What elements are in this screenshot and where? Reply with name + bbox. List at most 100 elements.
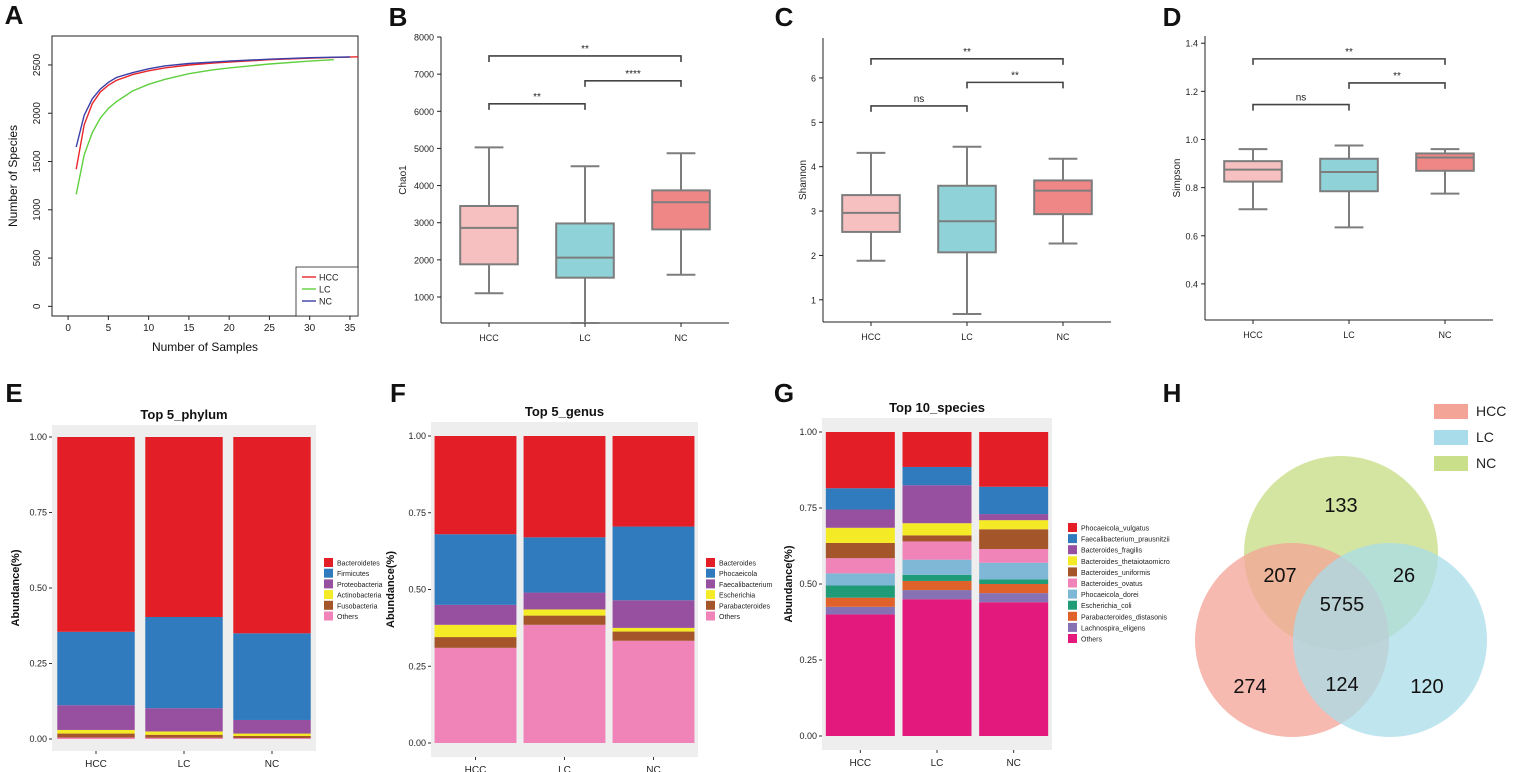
y-tick-label: 5 — [811, 118, 816, 128]
legend-label: Firmicutes — [337, 571, 370, 578]
bar-segment-others — [57, 737, 135, 739]
y-tick-label: 1.0 — [1185, 135, 1198, 145]
bar-segment-firmicutes — [145, 616, 223, 709]
y-tick-label: 0.75 — [29, 508, 47, 518]
legend-swatch — [1068, 589, 1077, 599]
x-tick-label: NC — [265, 759, 279, 770]
bar-segment-bacteroides_fragilis — [979, 514, 1049, 521]
legend-swatch — [1068, 567, 1077, 577]
bar-segment-escherichia_coli — [902, 574, 972, 581]
x-tick-label: NC — [1006, 758, 1020, 769]
y-tick-label: 1.00 — [408, 431, 426, 441]
bar-segment-parabacteroides_distasonis — [825, 597, 895, 607]
significance-bracket — [1348, 82, 1446, 89]
box-nc — [1033, 179, 1093, 216]
legend-label: Proteobacteria — [337, 582, 383, 589]
venn-legend-label: HCC — [1476, 403, 1506, 419]
bar-segment-others — [612, 640, 695, 743]
y-tick-label: 0.00 — [29, 734, 47, 744]
legend-label: Phocaeicola_dorei — [1081, 592, 1139, 599]
legend-swatch — [1068, 545, 1077, 555]
x-tick-label: HCC — [861, 332, 881, 342]
legend-label: LC — [319, 285, 331, 295]
bar-segment-parabacteroides_distasonis — [979, 584, 1049, 594]
y-tick-label: 500 — [32, 249, 43, 266]
panel-h: H 133 207 26 5755 274 124 120 HCC LC NC — [1163, 378, 1506, 737]
venn-count-lc-only: 120 — [1410, 676, 1443, 698]
significance-label: ** — [963, 47, 971, 58]
x-tick-label: HCC — [849, 758, 871, 769]
legend-label: Bacteroides_uniformis — [1081, 570, 1151, 577]
legend-swatch — [324, 558, 333, 567]
legend-label: Phocaeicola — [719, 571, 757, 578]
y-tick-label: 4000 — [414, 181, 434, 191]
legend-swatch — [706, 590, 715, 600]
panel-d: D 0.4 0.6 0.8 1.0 1.2 1.4 Simpson HCC LC NC ns ** ** — [1163, 2, 1493, 340]
bar-segment-lachnospira_eligens — [979, 593, 1049, 603]
x-tick-label: 20 — [224, 323, 236, 334]
significance-bracket — [1252, 103, 1350, 111]
box-hcc — [1223, 160, 1283, 183]
bar-segment-bacteroidetes — [233, 437, 311, 634]
legend-label: Parabacteroides_distasonis — [1081, 614, 1167, 621]
bar-segment-actinobacteria — [57, 729, 135, 734]
box-lc — [555, 222, 615, 279]
legend-swatch — [1068, 534, 1077, 544]
legend-label: Phocaeicola_vulgatus — [1081, 526, 1150, 533]
y-tick-label: 1.2 — [1185, 87, 1198, 97]
y-axis-label: Shannon — [798, 160, 809, 200]
bar-segment-fusobacteria — [233, 735, 311, 739]
y-axis-label: Abundance(%) — [385, 551, 397, 628]
y-tick-label: 6 — [811, 73, 816, 83]
legend-swatch — [706, 600, 715, 610]
legend-label: Escherichia_coli — [1081, 603, 1132, 610]
legend-label: Others — [719, 614, 741, 621]
bar-segment-faecalibacterium_prausnitzii — [902, 466, 972, 486]
significance-label: ns — [914, 94, 925, 105]
bar-segment-actinobacteria — [145, 731, 223, 735]
bar-segment-phocaeicola — [523, 537, 606, 593]
bar-segment-escherichia — [434, 624, 517, 638]
y-tick-label: 0.00 — [408, 738, 426, 748]
legend-label: Parabacteroides — [719, 603, 770, 610]
series-line-nc — [75, 56, 350, 148]
legend-swatch — [324, 611, 333, 621]
x-tick-label: NC — [646, 765, 660, 772]
bar-segment-escherichia_coli — [979, 579, 1049, 584]
legend-label: Lachnospira_eligens — [1081, 625, 1146, 632]
y-tick-label: 4 — [811, 162, 816, 172]
significance-bracket — [584, 80, 682, 87]
legend-swatch — [1068, 600, 1077, 610]
bar-segment-bacteroides — [523, 436, 606, 538]
panel-label-a: A — [5, 0, 24, 30]
x-tick-label: 0 — [65, 323, 71, 334]
panel-label-b: B — [389, 2, 408, 32]
bar-segment-faecalibacterium_prausnitzii — [979, 486, 1049, 515]
legend-box — [295, 266, 359, 317]
panel-label-f: F — [390, 378, 406, 408]
y-tick-label: 0.00 — [799, 731, 817, 741]
legend-swatch — [706, 579, 715, 589]
bar-segment-bacteroides_ovatus — [825, 558, 895, 574]
venn-count-all: 5755 — [1320, 594, 1365, 616]
legend-label: Faecalibacterium_prausnitzii — [1081, 537, 1170, 544]
bar-segment-proteobacteria — [57, 705, 135, 730]
y-tick-label: 6000 — [414, 107, 434, 117]
bar-segment-bacteroides — [612, 436, 695, 527]
bar-segment-escherichia — [612, 627, 695, 632]
box-nc — [1415, 152, 1475, 172]
y-tick-label: 1.00 — [29, 432, 47, 442]
bar-segment-others — [979, 602, 1049, 736]
bar-segment-parabacteroides — [612, 631, 695, 641]
bar-segment-phocaeicola_dorei — [825, 573, 895, 586]
x-tick-label: LC — [931, 758, 944, 769]
y-tick-label: 0.50 — [799, 579, 817, 589]
legend-label: Actinobacteria — [337, 593, 381, 600]
y-tick-label: 5000 — [414, 144, 434, 154]
y-tick-label: 1500 — [32, 150, 43, 173]
y-tick-label: 0.8 — [1185, 183, 1198, 193]
venn-legend-swatch — [1434, 404, 1468, 419]
venn-circle-lc — [1293, 543, 1487, 737]
y-tick-label: 0.25 — [408, 661, 426, 671]
